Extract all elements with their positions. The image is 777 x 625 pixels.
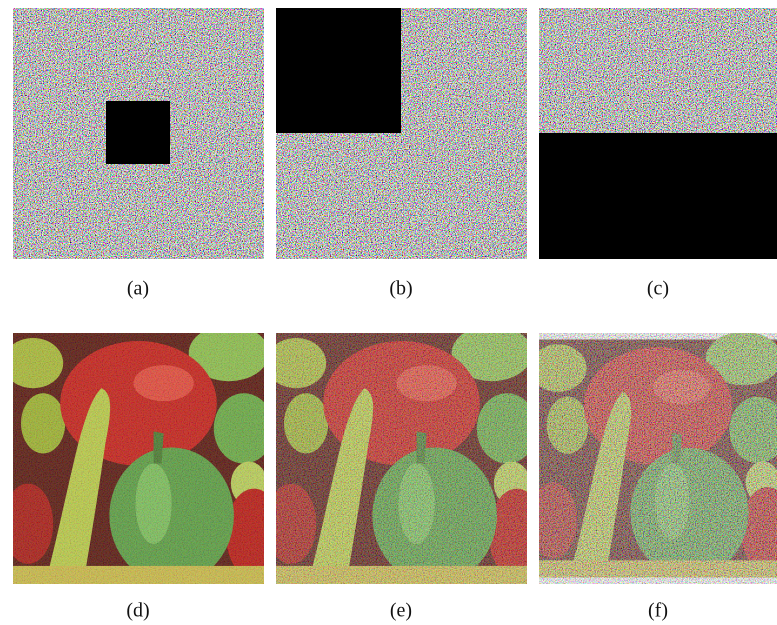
panel-a: (a) (13, 8, 264, 300)
panel-f: (f) (529, 332, 777, 622)
figure: (a) (b) (c) (d) (e) (f) (0, 0, 777, 625)
panel-label: (d) (126, 600, 149, 622)
panel-d: (d) (3, 325, 282, 622)
cropped-region (539, 133, 777, 259)
panel-label: (c) (647, 278, 669, 300)
noise-overlay (276, 333, 527, 584)
panel-b: (b) (276, 8, 527, 300)
panel-e: (e) (266, 325, 545, 622)
panel-c: (c) (539, 8, 777, 300)
panel-label: (f) (648, 600, 668, 622)
cropped-region (276, 8, 401, 133)
noise-overlay (13, 333, 264, 584)
noise-overlay (539, 333, 777, 584)
cropped-region (106, 101, 170, 164)
panel-label: (b) (389, 278, 412, 300)
panel-label: (e) (390, 600, 412, 622)
panel-label: (a) (127, 278, 149, 300)
